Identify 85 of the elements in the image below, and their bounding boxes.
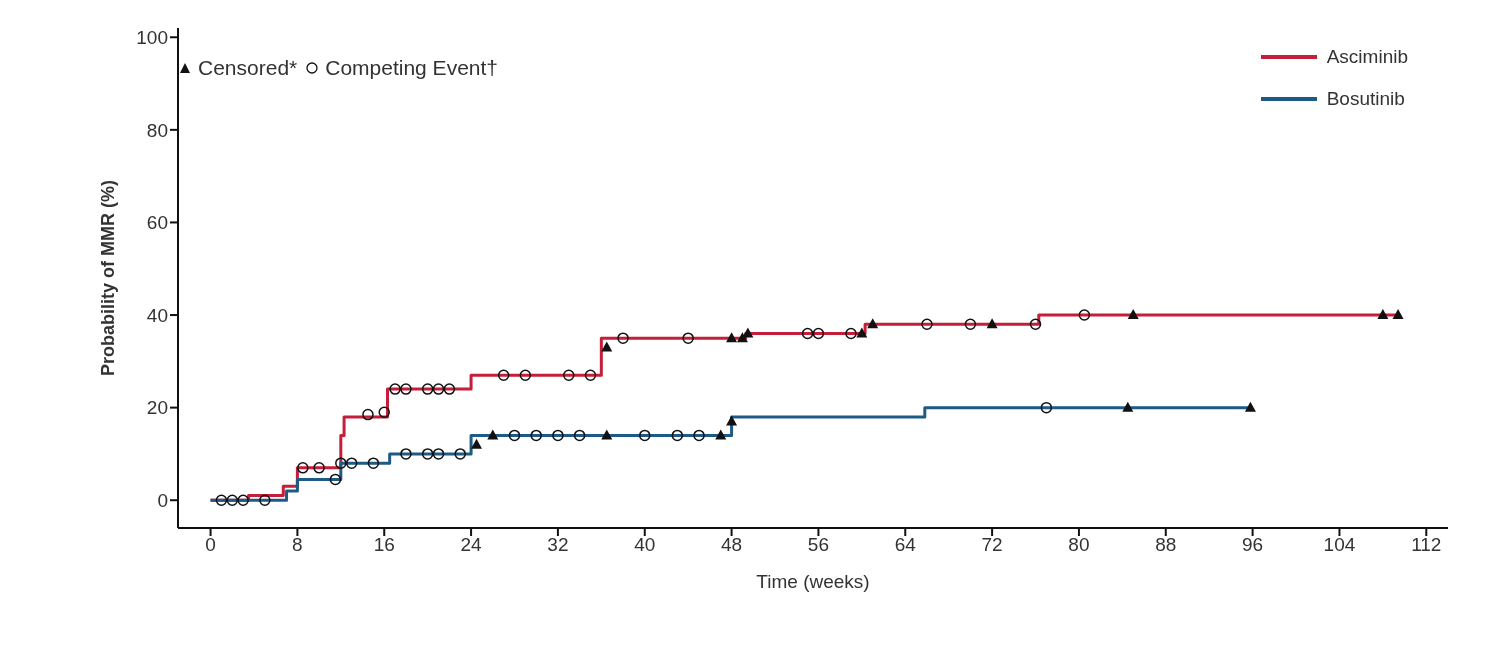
point: [726, 332, 738, 343]
point: [617, 332, 629, 344]
point: [421, 383, 434, 395]
point: [715, 429, 727, 440]
point: [867, 318, 879, 329]
point: [986, 318, 998, 329]
point: [237, 494, 249, 506]
x-axis-title: Time (weeks): [756, 571, 870, 592]
point: [573, 429, 586, 442]
point: [389, 383, 401, 395]
point: [693, 429, 705, 442]
y-tick-label: 20: [146, 397, 168, 419]
point: [1040, 401, 1053, 414]
point: [726, 415, 738, 426]
x-tick-label: 56: [807, 534, 829, 556]
point: [313, 462, 325, 474]
point: [378, 406, 390, 419]
point: [400, 383, 412, 395]
point: [421, 448, 434, 460]
x-tick-label: 72: [981, 534, 1003, 556]
x-tick-label: 48: [721, 534, 743, 556]
point: [443, 383, 456, 395]
x-tick-label: 80: [1068, 534, 1090, 556]
point: [601, 341, 613, 352]
point: [1122, 401, 1134, 412]
x-tick-label: 104: [1323, 534, 1356, 556]
point: [563, 369, 575, 381]
point: [742, 327, 754, 338]
point: [921, 318, 933, 331]
y-tick-label: 0: [157, 489, 168, 511]
x-tick-label: 8: [292, 534, 303, 556]
point: [964, 318, 977, 331]
point: [335, 457, 347, 469]
point: [215, 494, 228, 506]
point: [519, 369, 532, 381]
y-tick-label: 80: [146, 119, 168, 141]
point: [530, 429, 542, 442]
point: [454, 448, 466, 460]
x-tick-label: 16: [373, 534, 395, 556]
y-tick-label: 40: [146, 304, 168, 326]
point: [1127, 309, 1139, 320]
point: [1029, 318, 1042, 331]
point: [400, 448, 412, 460]
point: [812, 327, 825, 340]
point: [1392, 309, 1404, 320]
point: [845, 327, 857, 340]
point: [671, 429, 684, 442]
x-tick-label: 40: [634, 534, 656, 556]
point: [497, 369, 510, 381]
point: [801, 327, 814, 340]
x-tick-label: 112: [1411, 534, 1442, 556]
x-tick-label: 88: [1155, 534, 1177, 556]
point: [259, 494, 271, 506]
point: [471, 438, 482, 449]
point: [432, 448, 445, 460]
point: [432, 383, 445, 395]
point: [367, 457, 380, 469]
x-tick-label: 96: [1242, 534, 1264, 556]
point: [682, 332, 694, 344]
point: [226, 494, 239, 506]
point: [345, 457, 358, 469]
point: [601, 429, 613, 440]
legend-label: Asciminib: [1326, 46, 1408, 68]
x-tick-label: 0: [205, 534, 216, 556]
legend-label: Competing Event†: [325, 56, 499, 80]
x-tick-label: 24: [460, 534, 483, 556]
point: [639, 429, 651, 442]
point: [362, 408, 374, 421]
point: [297, 462, 309, 474]
x-tick-label: 64: [894, 534, 917, 556]
point: [1244, 401, 1256, 412]
point: [1078, 309, 1091, 321]
point: [487, 429, 499, 440]
legend-label: Bosutinib: [1326, 88, 1405, 110]
point: [1377, 309, 1389, 320]
y-tick-label: 60: [146, 212, 168, 234]
point: [856, 327, 868, 338]
point: [584, 369, 597, 381]
point: [508, 429, 521, 442]
point: [329, 473, 342, 486]
x-tick-label: 32: [547, 534, 569, 556]
legend-label: Censored*: [198, 56, 298, 80]
y-axis-title: Probability of MMR (%): [98, 180, 119, 376]
point: [552, 429, 564, 442]
y-tick-label: 100: [136, 27, 168, 48]
